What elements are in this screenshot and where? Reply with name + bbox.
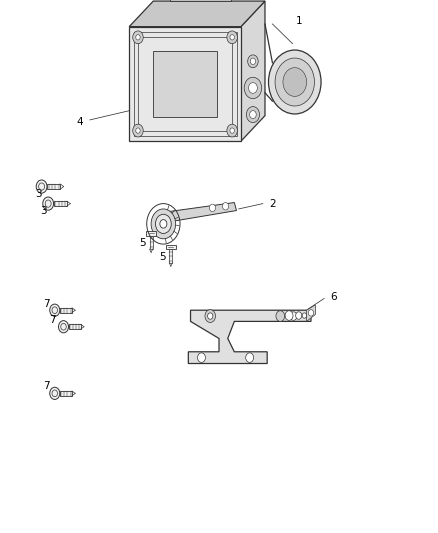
- Bar: [166, 245, 176, 249]
- Bar: [170, 0, 231, 1]
- Circle shape: [209, 204, 215, 212]
- Circle shape: [50, 304, 60, 316]
- Circle shape: [230, 128, 234, 133]
- Circle shape: [268, 50, 321, 114]
- Circle shape: [223, 203, 229, 210]
- Circle shape: [36, 180, 47, 193]
- Circle shape: [246, 107, 259, 123]
- Text: 4: 4: [77, 117, 83, 126]
- Circle shape: [133, 124, 143, 137]
- Circle shape: [283, 68, 307, 96]
- Circle shape: [230, 35, 234, 40]
- Circle shape: [246, 353, 254, 362]
- Circle shape: [302, 313, 307, 318]
- Circle shape: [249, 83, 257, 93]
- Bar: [53, 201, 67, 206]
- Bar: [138, 37, 232, 131]
- Circle shape: [276, 311, 285, 321]
- Text: 3: 3: [40, 206, 47, 215]
- Text: 6: 6: [331, 292, 337, 302]
- Circle shape: [59, 321, 68, 333]
- Bar: [146, 231, 156, 236]
- Text: 2: 2: [269, 199, 276, 208]
- Circle shape: [296, 312, 302, 319]
- Circle shape: [151, 209, 176, 239]
- Text: 7: 7: [42, 381, 49, 391]
- Text: 7: 7: [42, 299, 49, 309]
- Circle shape: [133, 31, 143, 44]
- Bar: [169, 249, 173, 263]
- Polygon shape: [169, 203, 237, 221]
- Bar: [153, 51, 217, 117]
- Circle shape: [198, 353, 205, 362]
- Circle shape: [160, 220, 167, 228]
- Bar: [60, 308, 72, 312]
- Bar: [60, 391, 72, 395]
- Text: 3: 3: [35, 189, 42, 199]
- Circle shape: [290, 312, 297, 320]
- Circle shape: [251, 58, 255, 64]
- Bar: [149, 236, 153, 249]
- Circle shape: [136, 35, 140, 40]
- Text: 5: 5: [139, 238, 146, 247]
- Circle shape: [244, 77, 261, 99]
- Polygon shape: [129, 27, 241, 141]
- Circle shape: [308, 310, 314, 316]
- Polygon shape: [129, 1, 265, 27]
- Circle shape: [227, 124, 237, 137]
- Circle shape: [248, 55, 258, 68]
- Polygon shape: [307, 305, 315, 321]
- Circle shape: [205, 310, 215, 322]
- Circle shape: [250, 110, 256, 118]
- Bar: [68, 325, 81, 329]
- Circle shape: [208, 313, 213, 319]
- Polygon shape: [188, 310, 311, 364]
- Text: 7: 7: [49, 316, 56, 325]
- Circle shape: [43, 197, 53, 210]
- Circle shape: [227, 31, 237, 44]
- Polygon shape: [241, 1, 265, 141]
- Text: 1: 1: [296, 17, 302, 26]
- Bar: [47, 184, 60, 189]
- Circle shape: [275, 58, 314, 106]
- Text: 5: 5: [159, 253, 166, 262]
- Bar: [134, 32, 237, 136]
- Circle shape: [155, 214, 171, 233]
- Circle shape: [285, 311, 293, 320]
- Circle shape: [50, 387, 60, 399]
- Circle shape: [136, 128, 140, 133]
